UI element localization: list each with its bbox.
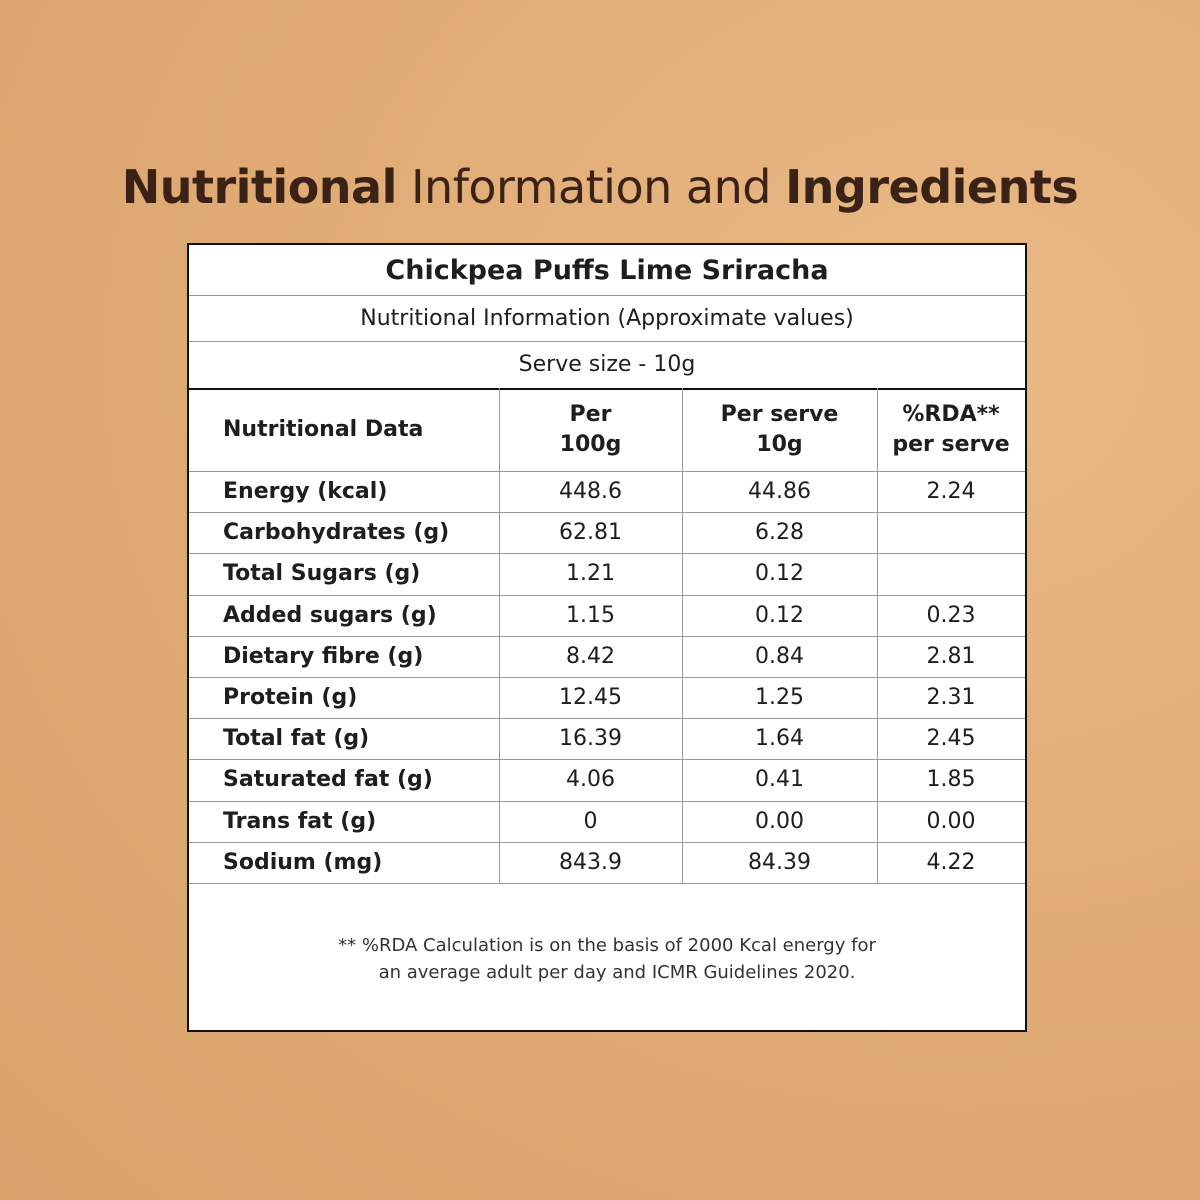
nutrition-table: Chickpea Puffs Lime Sriracha Nutritional …	[187, 243, 1027, 1032]
nutrient-name: Dietary fibre (g)	[223, 643, 424, 669]
nutrient-value: 0.00	[755, 808, 804, 834]
nutrient-value: 843.9	[559, 849, 622, 875]
header-line: Per	[569, 401, 612, 427]
row-divider	[189, 471, 1025, 472]
nutrient-value: 0.23	[926, 602, 976, 628]
column-divider	[499, 388, 500, 883]
nutrient-value: 2.81	[926, 643, 976, 669]
nutrient-value	[877, 553, 1025, 594]
nutrient-value: 0.84	[755, 643, 804, 669]
nutrient-value: 2.31	[926, 685, 976, 711]
nutrient-name: Total Sugars (g)	[223, 561, 421, 587]
footnote-line: an average adult per day and ICMR Guidel…	[378, 962, 856, 983]
nutrient-value: 1.64	[755, 726, 804, 752]
row-divider	[189, 883, 1025, 884]
nutrient-value: 2.45	[926, 726, 976, 752]
nutrient-value	[877, 512, 1025, 553]
nutrient-value: 84.39	[748, 849, 811, 875]
row-divider	[189, 388, 1025, 390]
footnote-line: ** %RDA Calculation is on the basis of 2…	[338, 935, 876, 956]
header-line: Per serve	[720, 401, 839, 427]
nutrient-value: 4.22	[926, 849, 976, 875]
row-divider	[189, 841, 1025, 843]
nutrient-value: 8.42	[566, 643, 615, 669]
column-divider	[877, 388, 878, 883]
nutrient-value: 0.41	[755, 767, 804, 793]
nutrient-name: Energy (kcal)	[223, 479, 388, 505]
nutrient-value: 1.15	[566, 602, 615, 628]
column-header: Per 100g	[499, 388, 682, 471]
nutrient-value: 2.24	[926, 479, 976, 505]
nutrient-value: 6.28	[755, 520, 804, 546]
column-header: Nutritional Data	[189, 388, 499, 471]
nutrient-value: 448.6	[559, 479, 622, 505]
row-divider	[189, 341, 1025, 342]
title-bold: Ingredients	[785, 160, 1079, 214]
row-divider	[189, 718, 1025, 720]
nutrient-value: 44.86	[748, 479, 811, 505]
nutrient-name: Saturated fat (g)	[223, 767, 433, 793]
nutrient-name: Added sugars (g)	[223, 602, 437, 628]
table-heading: Nutritional Information (Approximate val…	[360, 305, 854, 331]
column-header: Per serve 10g	[682, 388, 877, 471]
nutrient-value: 1.25	[755, 685, 804, 711]
nutrient-value: 1.21	[566, 561, 615, 587]
nutrient-name: Total fat (g)	[223, 726, 370, 752]
nutrient-name: Carbohydrates (g)	[223, 520, 450, 546]
header-line: 10g	[756, 431, 803, 457]
column-divider	[682, 388, 683, 883]
row-divider	[189, 635, 1025, 637]
row-divider	[189, 800, 1025, 802]
header-line: 100g	[559, 431, 622, 457]
header-line: per serve	[892, 431, 1010, 457]
header-line: Nutritional Data	[223, 416, 424, 442]
nutrient-value: 0	[583, 808, 598, 834]
row-divider	[189, 295, 1025, 296]
nutrient-value: 16.39	[559, 726, 622, 752]
title-bold: Nutritional	[121, 160, 398, 214]
nutrient-name: Sodium (mg)	[223, 849, 383, 875]
nutrient-value: 0.12	[755, 602, 804, 628]
row-divider	[189, 512, 1025, 514]
nutrient-name: Protein (g)	[223, 685, 358, 711]
table-heading: Chickpea Puffs Lime Sriracha	[385, 254, 829, 286]
table-heading: Serve size - 10g	[518, 352, 696, 377]
nutrient-value: 12.45	[559, 685, 622, 711]
title-regular: Information and	[410, 160, 771, 214]
nutrient-name: Trans fat (g)	[223, 808, 377, 834]
column-header: %RDA** per serve	[877, 388, 1025, 471]
header-line: %RDA**	[902, 401, 1000, 427]
row-divider	[189, 759, 1025, 761]
nutrient-value: 62.81	[559, 520, 622, 546]
row-divider	[189, 594, 1025, 596]
row-divider	[189, 677, 1025, 678]
page-title: Nutritional Information and Ingredients	[0, 160, 1200, 214]
row-divider	[189, 553, 1025, 555]
nutrient-value: 1.85	[926, 767, 976, 793]
nutrient-value: 0.00	[926, 808, 976, 834]
nutrient-value: 4.06	[566, 767, 615, 793]
nutrient-value: 0.12	[755, 561, 804, 587]
